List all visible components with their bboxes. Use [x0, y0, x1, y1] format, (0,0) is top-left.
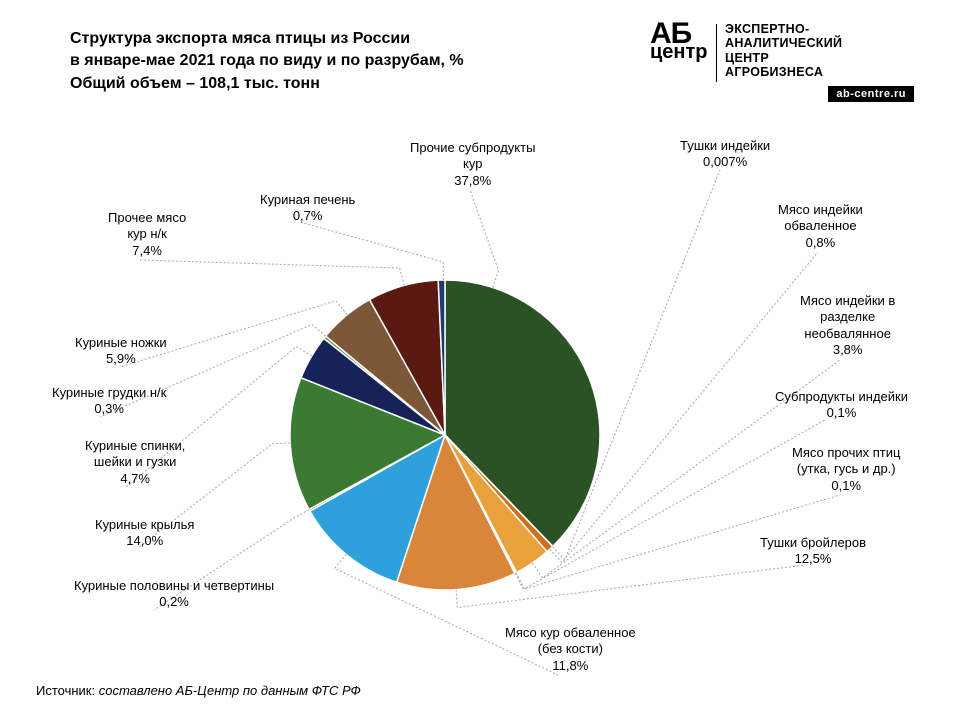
leader-line	[300, 222, 443, 280]
slice-label: Куриные крылья 14,0%	[95, 517, 194, 550]
pie-chart: Прочие субпродукты кур 37,8% Тушки индейк…	[0, 0, 960, 720]
slice-label: Мясо индейки в разделке необвалянное 3,8…	[800, 293, 895, 358]
slice-label: Мясо индейки обваленное 0,8%	[778, 202, 863, 251]
slice-label: Куриные половины и четвертины 0,2%	[74, 578, 274, 611]
leader-line	[140, 260, 404, 285]
source-prefix: Источник:	[36, 683, 99, 698]
slice-label: Прочее мясо кур н/к 7,4%	[108, 210, 186, 259]
slice-label: Мясо прочих птиц (утка, гусь и др.) 0,1%	[792, 445, 900, 494]
slice-label: Куриные грудки н/к 0,3%	[52, 385, 166, 418]
slice-label: Прочие субпродукты кур 37,8%	[410, 140, 535, 189]
leader-line	[470, 190, 498, 288]
slice-label: Куриные ножки 5,9%	[75, 335, 167, 368]
slice-label: Мясо кур обваленное (без кости) 11,8%	[505, 625, 636, 674]
slice-label: Куриная печень 0,7%	[260, 192, 355, 225]
slice-label: Тушки индейки 0,007%	[680, 138, 770, 171]
source-line: Источник: составлено АБ-Центр по данным …	[36, 683, 361, 698]
slice-label: Куриные спинки, шейки и гузки 4,7%	[85, 438, 185, 487]
slice-label: Тушки бройлеров 12,5%	[760, 535, 866, 568]
source-body: составлено АБ-Центр по данным ФТС РФ	[99, 683, 361, 698]
slice-label: Субпродукты индейки 0,1%	[775, 389, 908, 422]
